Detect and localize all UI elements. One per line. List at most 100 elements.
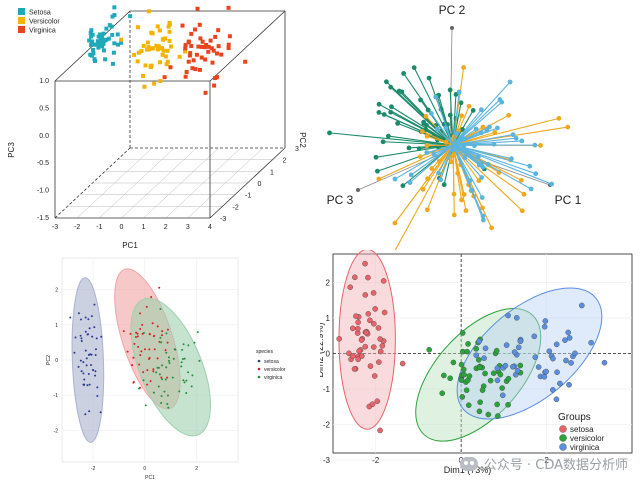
point-setosa <box>87 318 90 321</box>
point-virginica <box>482 345 489 352</box>
point-virginica <box>159 336 162 339</box>
point-virginica <box>533 171 539 177</box>
point-virginica <box>165 351 168 354</box>
spoke-virginica <box>452 81 511 146</box>
point-setosa <box>85 357 88 360</box>
point-setosa <box>88 383 91 386</box>
point-setosa <box>115 32 120 37</box>
point-virginica <box>196 331 199 334</box>
legend-label-virginica: virginica <box>570 443 600 452</box>
wechat-icon <box>459 456 478 471</box>
point-setosa <box>399 360 406 367</box>
point-virginica <box>161 378 164 381</box>
point-versicolor <box>142 371 145 374</box>
point-versicolor <box>476 364 483 371</box>
point-virginica <box>532 354 539 360</box>
point-virginica <box>187 371 190 374</box>
x-tick-label: 2 <box>164 224 168 231</box>
point-versicolor <box>495 413 501 419</box>
point-virginica <box>200 44 205 49</box>
point-versicolor <box>164 62 169 67</box>
point-versicolor <box>473 345 480 352</box>
spoke-virginica <box>410 144 454 176</box>
point-versicolor <box>143 348 146 351</box>
y-tick-label: -2 <box>323 421 331 430</box>
point-virginica <box>195 6 200 11</box>
point-virginica <box>480 217 486 223</box>
y-axis-label: PC2 <box>46 355 52 365</box>
point-setosa <box>112 41 117 46</box>
spoke-virginica <box>452 144 536 175</box>
point-virginica <box>456 89 462 95</box>
point-versicolor <box>150 31 155 36</box>
point-setosa <box>101 48 106 53</box>
legend-label-versicolor: versicolor <box>570 434 605 443</box>
x-tick-label: -2 <box>74 224 80 231</box>
point-versicolor <box>461 371 467 378</box>
point-virginica <box>515 344 522 351</box>
point-versicolor <box>158 79 163 84</box>
point-setosa <box>89 353 92 356</box>
point-virginica <box>219 52 224 57</box>
spoke-versicolor <box>426 135 454 146</box>
point-versicolor <box>490 370 497 376</box>
point-versicolor <box>132 381 135 384</box>
point-versicolor <box>480 124 486 130</box>
point-versicolor <box>151 322 154 325</box>
axis-label-pc-2: PC 2 <box>439 3 466 17</box>
point-setosa <box>380 139 386 145</box>
point-virginica <box>183 46 188 51</box>
point-setosa <box>89 53 94 58</box>
point-setosa <box>93 303 96 306</box>
point-virginica <box>160 394 163 397</box>
point-versicolor <box>152 368 155 371</box>
y-tick-label: -1 <box>245 193 251 200</box>
point-virginica <box>532 142 538 148</box>
point-setosa <box>356 348 362 354</box>
point-versicolor <box>161 48 166 53</box>
point-versicolor <box>477 399 483 405</box>
point-setosa <box>358 337 365 343</box>
point-virginica <box>438 177 443 183</box>
point-virginica <box>226 5 231 10</box>
legend-label-virginica: Virginica <box>29 28 56 35</box>
point-virginica <box>185 391 188 394</box>
spoke-virginica <box>394 144 454 180</box>
point-virginica <box>479 175 484 180</box>
legend-label-setosa: setosa <box>264 359 279 365</box>
spoke-versicolor <box>452 144 480 181</box>
spoke-virginica <box>452 99 501 146</box>
watermark: 公众号 · CDA数据分析师 <box>459 454 628 473</box>
point-virginica <box>509 156 514 162</box>
point-versicolor <box>157 28 162 33</box>
chart-3d-biplot: PC 2 PC 1 PC 3 <box>320 0 640 250</box>
axis-label-pc-1: PC 1 <box>555 193 582 207</box>
point-versicolor <box>139 49 144 54</box>
point-versicolor <box>152 335 155 338</box>
point-virginica <box>481 355 487 361</box>
point-virginica <box>527 163 533 169</box>
point-setosa <box>89 363 92 366</box>
point-setosa <box>91 51 96 56</box>
point-versicolor <box>148 356 151 359</box>
point-setosa <box>447 112 453 118</box>
z-tick-label: 1.0 <box>39 78 49 85</box>
legend-label-versicolor: versicolor <box>264 367 286 373</box>
point-versicolor <box>135 59 140 64</box>
point-versicolor <box>164 349 167 352</box>
point-virginica <box>553 396 560 403</box>
point-virginica <box>186 59 191 64</box>
point-setosa <box>384 79 389 85</box>
point-versicolor <box>166 376 169 379</box>
box-edge <box>209 147 286 219</box>
point-virginica <box>182 379 185 382</box>
z-tick-label: 0.0 <box>39 133 49 140</box>
point-versicolor <box>165 48 170 53</box>
point-versicolor <box>565 124 571 130</box>
point-virginica <box>162 75 167 80</box>
spoke-setosa <box>413 67 454 146</box>
point-setosa <box>112 13 117 18</box>
point-versicolor <box>376 176 382 182</box>
point-virginica <box>572 350 578 357</box>
legend-title: Groups <box>558 412 591 423</box>
